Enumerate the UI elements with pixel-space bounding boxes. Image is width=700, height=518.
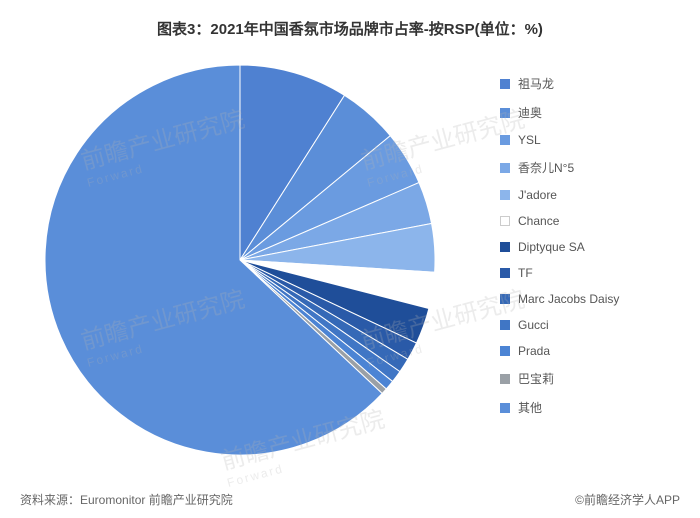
legend-item: Gucci xyxy=(500,318,660,332)
legend-marker-icon xyxy=(500,216,510,226)
chart-title: 图表3：2021年中国香氛市场品牌市占率-按RSP(单位：%) xyxy=(0,0,700,39)
legend-label: J'adore xyxy=(518,188,557,202)
copyright-text: ©前瞻经济学人APP xyxy=(575,491,680,508)
pie-chart xyxy=(30,60,450,460)
legend-item: Marc Jacobs Daisy xyxy=(500,292,660,306)
legend-marker-icon xyxy=(500,79,510,89)
legend-marker-icon xyxy=(500,163,510,173)
legend-marker-icon xyxy=(500,190,510,200)
legend-marker-icon xyxy=(500,320,510,330)
legend-label: Chance xyxy=(518,214,559,228)
legend-marker-icon xyxy=(500,108,510,118)
legend-marker-icon xyxy=(500,242,510,252)
legend-marker-icon xyxy=(500,374,510,384)
legend-label: 祖马龙 xyxy=(518,75,554,92)
legend-item: Prada xyxy=(500,344,660,358)
legend-label: Prada xyxy=(518,344,550,358)
legend-item: 迪奥 xyxy=(500,104,660,121)
legend-item: Chance xyxy=(500,214,660,228)
legend-item: Diptyque SA xyxy=(500,240,660,254)
chart-container: 图表3：2021年中国香氛市场品牌市占率-按RSP(单位：%) 祖马龙迪奥 YSL… xyxy=(0,0,700,518)
legend-label: 迪奥 xyxy=(518,104,542,121)
legend-label: 香奈儿N°5 xyxy=(518,159,574,176)
source-text: 资料来源：Euromonitor 前瞻产业研究院 xyxy=(20,491,233,508)
legend-item: YSL xyxy=(500,133,660,147)
legend-label: YSL xyxy=(518,133,541,147)
legend-marker-icon xyxy=(500,346,510,356)
legend-item: 祖马龙 xyxy=(500,75,660,92)
legend-label: Diptyque SA xyxy=(518,240,585,254)
legend-label: 其他 xyxy=(518,399,542,416)
legend-item: J'adore xyxy=(500,188,660,202)
pie-svg xyxy=(30,60,450,460)
legend-label: 巴宝莉 xyxy=(518,370,554,387)
legend-marker-icon xyxy=(500,294,510,304)
legend-marker-icon xyxy=(500,403,510,413)
legend-item: 巴宝莉 xyxy=(500,370,660,387)
legend-item: TF xyxy=(500,266,660,280)
legend-label: Gucci xyxy=(518,318,549,332)
legend-item: 其他 xyxy=(500,399,660,416)
legend-item: 香奈儿N°5 xyxy=(500,159,660,176)
legend-label: TF xyxy=(518,266,533,280)
footer: 资料来源：Euromonitor 前瞻产业研究院 ©前瞻经济学人APP xyxy=(20,491,680,508)
legend: 祖马龙迪奥 YSL 香奈儿N°5 J'adore Chance Diptyque SA TF… xyxy=(500,75,660,428)
legend-marker-icon xyxy=(500,268,510,278)
legend-marker-icon xyxy=(500,135,510,145)
legend-label: Marc Jacobs Daisy xyxy=(518,292,619,306)
